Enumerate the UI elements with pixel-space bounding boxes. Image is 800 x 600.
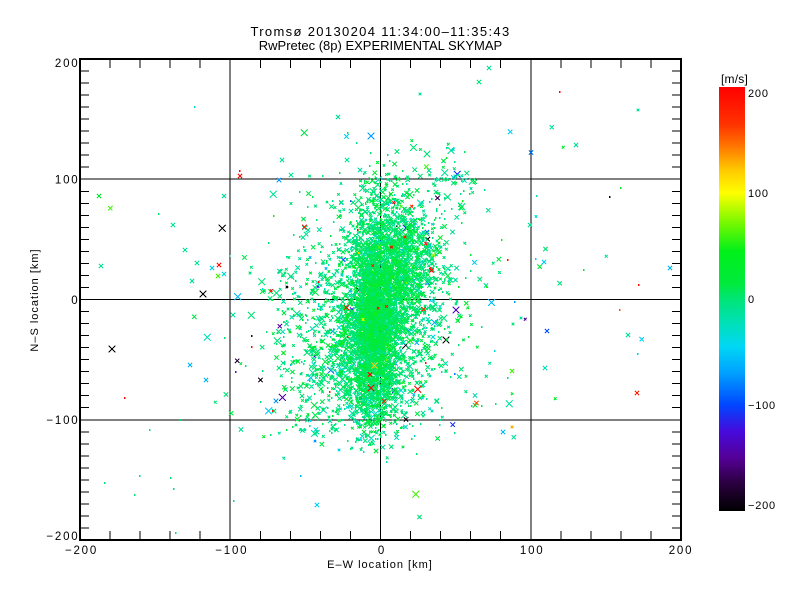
svg-text:−100: −100 — [215, 545, 248, 557]
svg-text:−100: −100 — [46, 415, 79, 427]
svg-text:−100: −100 — [748, 400, 776, 412]
svg-text:100: 100 — [748, 188, 769, 200]
svg-text:−200: −200 — [65, 545, 98, 557]
svg-text:RwPretec (8p) EXPERIMENTAL SKY: RwPretec (8p) EXPERIMENTAL SKYMAP — [259, 38, 502, 53]
svg-text:100: 100 — [520, 545, 545, 557]
svg-text:−200: −200 — [748, 500, 776, 512]
svg-text:−200: −200 — [46, 531, 79, 543]
svg-text:0: 0 — [71, 295, 79, 307]
svg-text:Tromsø 20130204 11:34:00–11:35: Tromsø 20130204 11:34:00–11:35:43 — [250, 24, 510, 39]
svg-text:N–S location [km]: N–S location [km] — [29, 248, 41, 351]
svg-text:0: 0 — [748, 294, 755, 306]
svg-text:200: 200 — [748, 88, 769, 100]
svg-text:200: 200 — [55, 58, 80, 70]
svg-text:0: 0 — [378, 545, 386, 557]
svg-text:200: 200 — [669, 545, 694, 557]
svg-text:E–W location [km]: E–W location [km] — [327, 559, 433, 571]
svg-text:[m/s]: [m/s] — [721, 72, 748, 86]
svg-text:100: 100 — [55, 175, 80, 187]
